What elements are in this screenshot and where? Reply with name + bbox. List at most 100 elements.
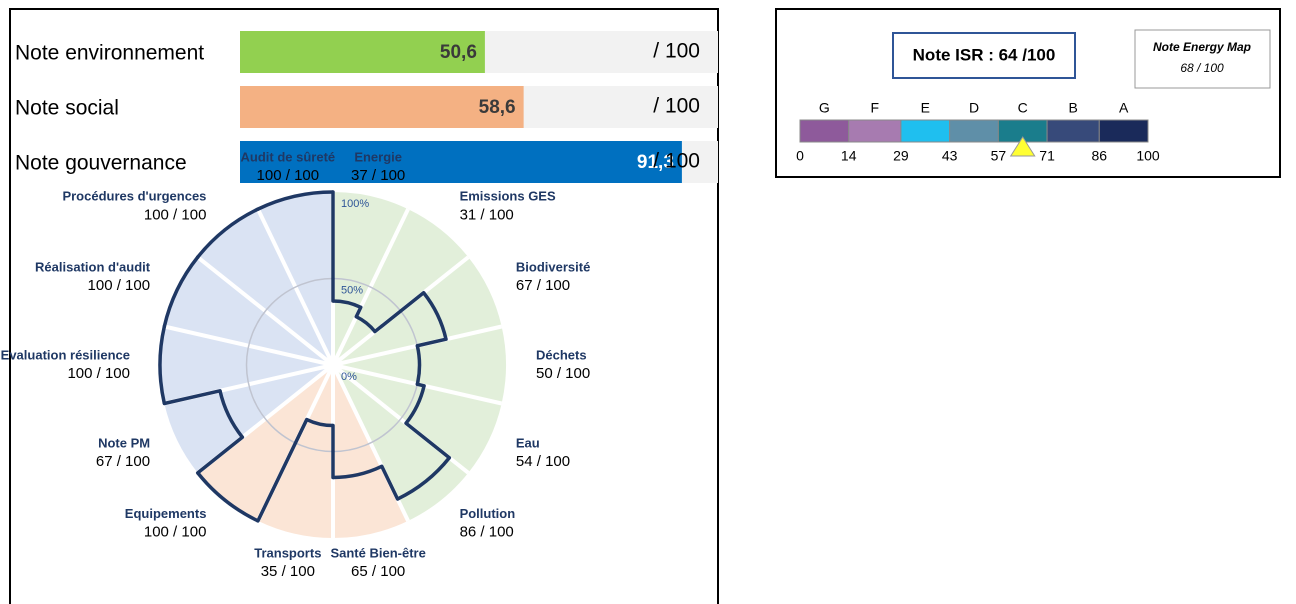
- score-step: [415, 337, 448, 348]
- r-tick-label: 100%: [341, 198, 369, 210]
- score-arc: [196, 471, 259, 523]
- sector-label: Transports: [254, 545, 321, 560]
- value-label: 50,6: [440, 42, 477, 63]
- sector-label: Santé Bien-être: [330, 545, 425, 560]
- score-step: [373, 290, 426, 334]
- sector-value: 54 / 100: [516, 453, 570, 470]
- score-marker: [1009, 136, 1036, 157]
- sector-background: [197, 365, 333, 521]
- sector-label: Note PM: [98, 436, 150, 451]
- sector-background: [164, 257, 333, 365]
- score-arc: [158, 326, 167, 404]
- grade-label: C: [1018, 100, 1028, 116]
- x-tick-label: 0: [796, 148, 804, 164]
- sector-value: 65 / 100: [351, 563, 405, 580]
- score-step: [195, 435, 245, 475]
- max-label: / 100: [653, 95, 700, 118]
- score-arc: [332, 464, 383, 480]
- score-step: [354, 305, 363, 319]
- grade-band: [1098, 119, 1149, 143]
- grade-label: F: [871, 100, 880, 116]
- bar: [240, 86, 524, 128]
- score-arc: [196, 207, 259, 259]
- sector-label: Audit de sûreté: [241, 150, 336, 165]
- sector-value: 100 / 100: [67, 365, 130, 382]
- sector-value: 31 / 100: [460, 206, 514, 223]
- grade-label: G: [819, 100, 830, 116]
- sector-label: Emissions GES: [460, 189, 556, 204]
- grade-label: A: [1119, 100, 1129, 116]
- sector-value: 86 / 100: [460, 524, 514, 541]
- note-value: 68 / 100: [1180, 61, 1224, 75]
- left-panel-border: [9, 8, 719, 604]
- score-arc: [162, 256, 200, 327]
- grade-label: D: [969, 100, 979, 116]
- value-label: 91,3: [637, 152, 674, 173]
- x-tick-label: 57: [991, 148, 1007, 164]
- score-arc: [415, 345, 422, 385]
- sector-label: Déchets: [536, 347, 587, 362]
- sector-value: 100 / 100: [144, 206, 207, 223]
- grade-band: [848, 119, 902, 143]
- sector-background: [333, 365, 469, 521]
- sector-background: [197, 209, 333, 365]
- x-tick-label: 86: [1091, 148, 1107, 164]
- note-box: [1134, 29, 1271, 89]
- sector-label: Biodiversité: [516, 259, 590, 274]
- sector-label: Pollution: [460, 506, 516, 521]
- grade-band: [1046, 119, 1100, 143]
- grade-label: B: [1069, 100, 1078, 116]
- isr-title: Note ISR : 64 /100: [913, 45, 1056, 64]
- sector-value: 35 / 100: [261, 563, 315, 580]
- score-arc: [257, 190, 334, 211]
- sector-label: Eau: [516, 436, 540, 451]
- grade-band: [799, 119, 850, 143]
- sector-value: 50 / 100: [536, 365, 590, 382]
- score-step: [162, 389, 222, 406]
- x-tick-label: 71: [1039, 148, 1055, 164]
- sector-background: [333, 257, 502, 365]
- score-arc: [422, 291, 448, 340]
- sector-label: Energie: [354, 150, 402, 165]
- score-step: [415, 382, 426, 388]
- score-step: [404, 421, 452, 460]
- score-step: [256, 417, 309, 523]
- score-step: [380, 464, 400, 501]
- sector-label: Equipements: [125, 506, 207, 521]
- sector-value: 37 / 100: [351, 167, 405, 184]
- value-label: 58,6: [479, 97, 516, 118]
- x-tick-label: 14: [841, 148, 857, 164]
- sector-value: 100 / 100: [144, 524, 207, 541]
- sector-value: 100 / 100: [257, 167, 320, 184]
- sector-label: Réalisation d'audit: [35, 259, 151, 274]
- bar-label: Note gouvernance: [15, 152, 187, 175]
- sector-label: Evaluation résilience: [1, 347, 130, 362]
- bar: [240, 141, 682, 183]
- sector-value: 67 / 100: [96, 453, 150, 470]
- bar-label: Note social: [15, 97, 119, 120]
- bar-label: Note environnement: [15, 42, 204, 65]
- sector-background: [333, 209, 469, 365]
- grade-band: [949, 119, 999, 143]
- grade-label: E: [921, 100, 930, 116]
- x-tick-label: 29: [893, 148, 909, 164]
- x-tick-label: 100: [1136, 148, 1160, 164]
- note-title: Note Energy Map: [1153, 40, 1251, 54]
- sector-label: Procédures d'urgences: [62, 189, 206, 204]
- r-tick-label: 50%: [341, 284, 363, 296]
- sector-background: [164, 365, 333, 473]
- sector-value: 67 / 100: [516, 277, 570, 294]
- score-arc: [404, 385, 426, 425]
- sector-value: 100 / 100: [88, 277, 151, 294]
- right-panel-border: [775, 8, 1281, 178]
- score-arc: [396, 456, 451, 501]
- r-tick-label: 0%: [341, 371, 357, 383]
- grade-band: [900, 119, 951, 143]
- bar: [240, 31, 485, 73]
- x-tick-label: 43: [942, 148, 958, 164]
- sector-background: [333, 365, 502, 473]
- max-label: / 100: [653, 40, 700, 63]
- isr-box: [892, 32, 1076, 79]
- max-label: / 100: [653, 150, 700, 173]
